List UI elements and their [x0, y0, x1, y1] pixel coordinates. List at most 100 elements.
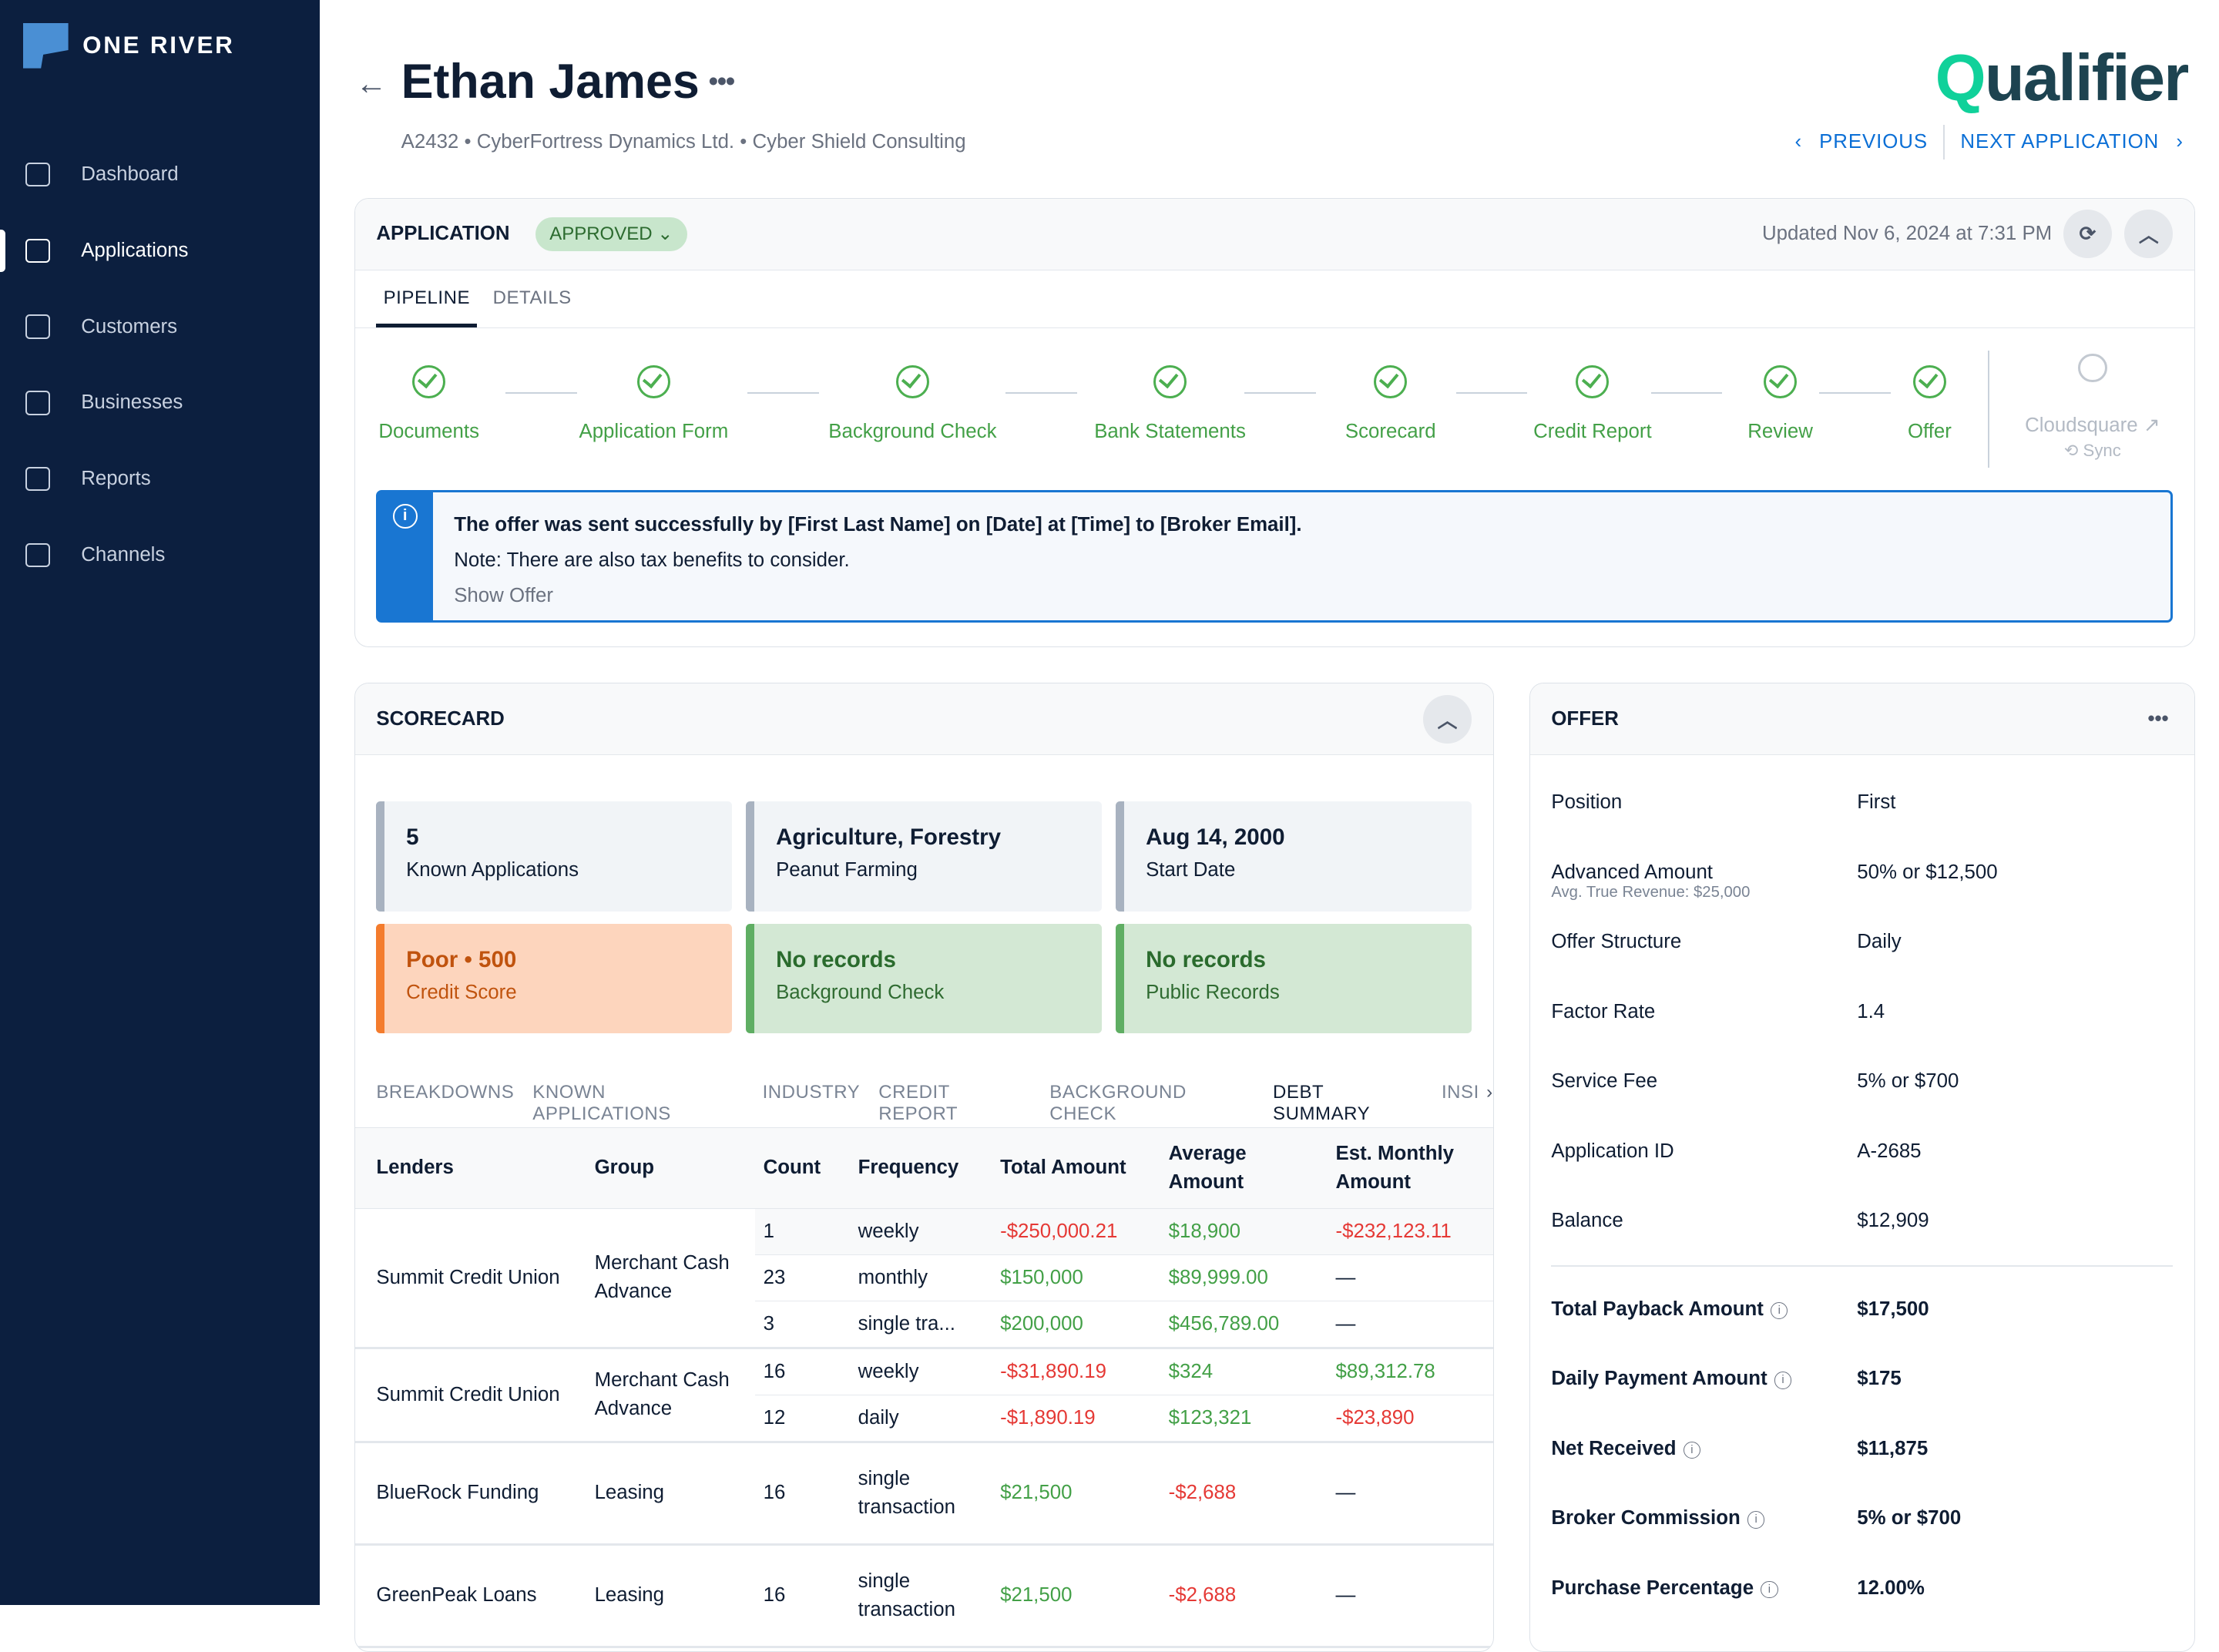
- step-label: Documents: [378, 421, 480, 443]
- chevron-left-icon[interactable]: ‹: [1794, 131, 1802, 153]
- sync-button[interactable]: Sync: [2083, 441, 2121, 461]
- collapse-button[interactable]: ︿: [2124, 210, 2174, 259]
- info-icon[interactable]: i: [1771, 1301, 1788, 1320]
- more-options-icon[interactable]: •••: [2147, 707, 2169, 730]
- divider: [1551, 1265, 2174, 1268]
- cell-monthly: -$232,123.11: [1327, 1208, 1493, 1255]
- more-options-icon[interactable]: •••: [708, 65, 735, 97]
- column-header[interactable]: Total Amount: [992, 1127, 1160, 1209]
- cell-total: -$1,890.19: [992, 1395, 1160, 1443]
- column-header[interactable]: Est. Monthly Amount: [1327, 1127, 1493, 1209]
- offer-row: Balance $12,909: [1551, 1210, 1929, 1232]
- sidebar-item-dashboard[interactable]: Dashboard: [0, 136, 320, 213]
- kpi-value: Agriculture, Forestry: [776, 824, 1002, 850]
- step-connector: [747, 391, 819, 394]
- table-row[interactable]: Summit Credit Union Merchant Cash Advance…: [354, 1348, 1493, 1443]
- offer-value: First: [1857, 791, 1896, 814]
- cell-group: Leasing: [586, 1544, 755, 1648]
- previous-button[interactable]: PREVIOUS: [1819, 131, 1928, 153]
- offer-value: 50% or $12,500: [1857, 861, 1998, 883]
- cell-group: Merchant Cash Advance: [586, 1208, 755, 1349]
- sync-icon[interactable]: ⟲: [2063, 441, 2079, 461]
- table-row[interactable]: 3 single tra... $200,000 $456,789.00—: [355, 1301, 1493, 1349]
- step-label: Application Form: [579, 421, 729, 443]
- step-label: Scorecard: [1344, 421, 1436, 443]
- sidebar-item-reports[interactable]: Reports: [0, 441, 320, 517]
- table-row[interactable]: BlueRock Funding Leasing 16 single transact…: [354, 1442, 1493, 1546]
- qualifier-logo: Qualifier: [1935, 40, 2190, 114]
- cell-total: $21,500: [992, 1544, 1160, 1648]
- offer-value: 5% or $700: [1857, 1507, 1962, 1529]
- kpi-value: 5: [406, 824, 419, 850]
- cell-group: Leasing: [586, 1442, 755, 1546]
- sidebar-item-applications[interactable]: Applications: [0, 213, 320, 289]
- table-row[interactable]: Summit Credit Union Merchant Cash Advance…: [354, 1208, 1493, 1349]
- kpi-value: No records: [1146, 946, 1266, 972]
- cell-freq: single transaction: [849, 1544, 992, 1648]
- pipeline-step-background-check[interactable]: Background Check: [813, 364, 1012, 443]
- brand-logo[interactable]: ONE RIVER: [22, 22, 235, 69]
- refresh-button[interactable]: ⟳: [2063, 210, 2112, 259]
- tab-credit-report[interactable]: CREDIT REPORT: [878, 1082, 958, 1125]
- info-icon[interactable]: i: [1683, 1441, 1701, 1459]
- table-row[interactable]: 12 daily -$1,890.19 $123,321 -$23,890: [355, 1395, 1493, 1443]
- pipeline-step-application-form[interactable]: Application Form: [554, 364, 753, 443]
- scorecard-heading: SCORECARD: [376, 707, 505, 730]
- pipeline-step-review[interactable]: Review: [1680, 364, 1879, 443]
- offer-label: Purchase Percentage: [1551, 1576, 1754, 1599]
- application-pager: ‹ PREVIOUS NEXT APPLICATION ›: [1794, 125, 2183, 159]
- back-arrow-icon[interactable]: ←: [355, 65, 388, 101]
- cell-freq: single transaction: [849, 1442, 992, 1546]
- collapse-button[interactable]: ︿: [1423, 694, 1472, 744]
- updated-timestamp: Updated Nov 6, 2024 at 7:31 PM: [1762, 223, 2053, 245]
- cell-total: -$250,000.21: [992, 1208, 1160, 1255]
- cell-freq: weekly: [849, 1208, 992, 1255]
- user-circle-icon: [25, 314, 50, 339]
- scorecard-card: SCORECARD ︿ 5 Known Applications Agricultu…: [354, 683, 1494, 1652]
- info-icon[interactable]: i: [1761, 1580, 1778, 1599]
- cell-avg: $324: [1160, 1348, 1328, 1395]
- kpi-card: Aug 14, 2000 Start Date: [1116, 801, 1472, 912]
- cell-freq: daily: [849, 1395, 992, 1443]
- info-icon[interactable]: i: [1774, 1372, 1792, 1389]
- pipeline-step-offer[interactable]: Offer: [1830, 364, 2029, 443]
- chevron-right-icon[interactable]: ›: [1486, 1082, 1493, 1103]
- tab-breakdowns[interactable]: BREAKDOWNS: [376, 1082, 515, 1103]
- chart-icon: [25, 162, 50, 187]
- pipeline-step-documents[interactable]: Documents: [355, 364, 529, 443]
- status-dropdown[interactable]: APPROVED ⌄: [535, 217, 687, 251]
- integration-cloudsquare[interactable]: Cloudsquare ↗ ⟲ Sync: [1991, 353, 2194, 462]
- cell-avg: $18,900: [1160, 1208, 1328, 1255]
- pipeline-step-credit-report[interactable]: Credit Report: [1493, 364, 1692, 443]
- tab-details[interactable]: DETAILS: [492, 287, 572, 309]
- next-application-button[interactable]: NEXT APPLICATION: [1960, 131, 2160, 153]
- one-river-logo-icon: [22, 22, 69, 69]
- brand-name: ONE RIVER: [82, 32, 235, 59]
- tab-pipeline[interactable]: PIPELINE: [376, 270, 478, 327]
- offer-row: Service Fee 5% or $700: [1551, 1070, 1959, 1093]
- step-connector: [1650, 391, 1722, 394]
- column-header[interactable]: Frequency: [849, 1127, 992, 1209]
- column-header[interactable]: Count: [754, 1127, 850, 1209]
- tab-known-applications[interactable]: KNOWN APPLICATIONS: [532, 1082, 671, 1125]
- tab-industry[interactable]: INDUSTRY: [762, 1082, 861, 1103]
- show-offer-link[interactable]: Show Offer: [454, 584, 553, 606]
- tab-insi[interactable]: INSI: [1441, 1082, 1479, 1103]
- sidebar-item-channels[interactable]: Channels: [0, 517, 320, 593]
- table-row[interactable]: GreenPeak Loans Leasing 16 single transacti…: [354, 1544, 1493, 1648]
- pipeline-step-scorecard[interactable]: Scorecard: [1291, 364, 1489, 443]
- column-header[interactable]: Lenders: [354, 1127, 586, 1209]
- briefcase-icon: [25, 391, 50, 415]
- sidebar-item-customers[interactable]: Customers: [0, 289, 320, 365]
- chevron-right-icon[interactable]: ›: [2176, 131, 2184, 153]
- table-row[interactable]: 23 monthly $150,000 $89,999.00—: [355, 1254, 1493, 1301]
- sidebar-item-businesses[interactable]: Businesses: [0, 365, 320, 442]
- column-header[interactable]: Group: [586, 1127, 755, 1209]
- info-icon[interactable]: i: [1747, 1511, 1765, 1529]
- cell-monthly: $89,312.78: [1327, 1348, 1493, 1395]
- offer-card: OFFER ••• Position First Advanced Amount Av…: [1529, 683, 2195, 1652]
- tab-background-check[interactable]: BACKGROUND CHECK: [1049, 1082, 1187, 1125]
- column-header[interactable]: Average Amount: [1160, 1127, 1328, 1209]
- pipeline-step-bank-statements[interactable]: Bank Statements: [1070, 364, 1269, 443]
- offer-label: Net Received: [1551, 1437, 1677, 1459]
